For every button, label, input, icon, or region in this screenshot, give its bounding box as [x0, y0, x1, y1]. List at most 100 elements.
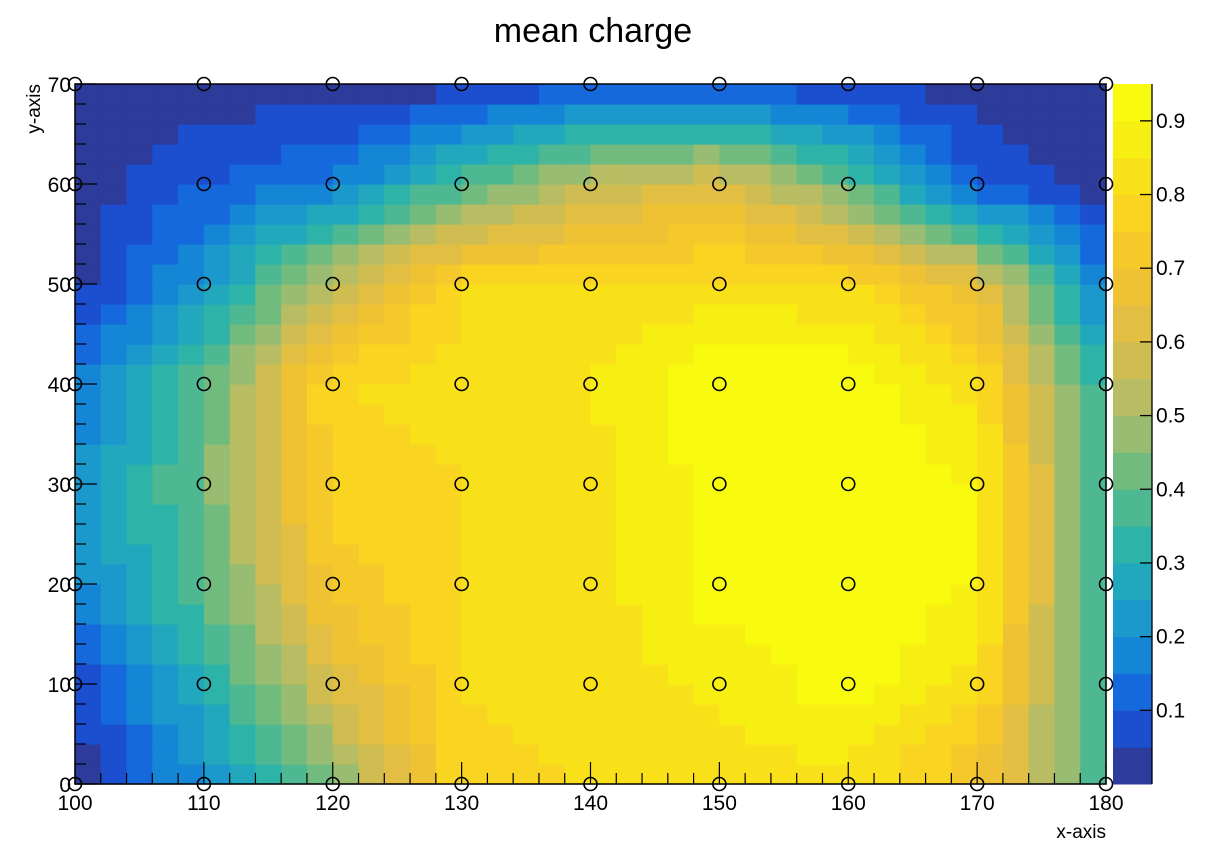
heatmap-cell: [1054, 184, 1081, 205]
data-point: [583, 376, 598, 392]
heatmap-cell: [590, 444, 617, 465]
heatmap-cell: [1002, 684, 1030, 705]
heatmap-cell: [461, 364, 488, 385]
heatmap-cell: [538, 764, 566, 785]
colorbar-tick-label: 0.5: [1156, 405, 1185, 428]
heatmap-cell: [642, 364, 669, 385]
heatmap-cell: [255, 124, 282, 145]
heatmap-cell: [461, 144, 488, 165]
heatmap-cell: [796, 544, 824, 565]
heatmap-cell: [281, 444, 308, 465]
heatmap-cell: [358, 764, 385, 785]
heatmap-cell: [848, 344, 875, 365]
data-point: [196, 776, 212, 792]
heatmap-cell: [1002, 504, 1030, 525]
data-point: [196, 476, 212, 492]
heatmap-cell: [642, 744, 669, 765]
heatmap-cell: [255, 104, 282, 125]
heatmap-cell: [564, 384, 592, 405]
heatmap-cell: [667, 604, 695, 625]
heatmap-cell: [513, 184, 540, 205]
data-point: [325, 176, 341, 192]
heatmap-cell: [75, 544, 102, 565]
heatmap-cell: [822, 384, 849, 405]
heatmap-cell: [461, 544, 488, 565]
heatmap-cell: [796, 664, 824, 685]
heatmap-cell: [281, 684, 308, 705]
heatmap-cell: [410, 264, 437, 285]
heatmap-cell: [358, 744, 385, 765]
heatmap-cell: [1080, 264, 1107, 285]
heatmap-cell: [306, 404, 334, 425]
heatmap-cell: [951, 344, 978, 365]
data-point: [1098, 776, 1114, 792]
heatmap-cell: [822, 624, 849, 645]
heatmap-cell: [564, 84, 592, 105]
heatmap-cell: [899, 184, 927, 205]
heatmap-cell: [178, 124, 205, 145]
heatmap-cell: [255, 404, 282, 425]
data-point: [67, 276, 83, 292]
heatmap-cell: [616, 84, 643, 105]
heatmap-cell: [229, 644, 257, 665]
heatmap-cell: [925, 584, 952, 605]
heatmap-cell: [126, 264, 153, 285]
heatmap-cell: [590, 764, 617, 785]
heatmap-cell: [1028, 444, 1056, 465]
heatmap-cell: [410, 624, 437, 645]
heatmap-cell: [951, 464, 978, 485]
heatmap-cell: [590, 464, 617, 485]
heatmap-cell: [384, 344, 411, 365]
data-point: [454, 476, 469, 492]
heatmap-cell: [410, 124, 437, 145]
heatmap-cell: [977, 464, 1004, 485]
x-tick-label: 140: [573, 792, 608, 815]
heatmap-cell: [126, 524, 153, 545]
heatmap-cell: [590, 744, 617, 765]
heatmap-cell: [332, 144, 360, 165]
heatmap-cell: [255, 244, 282, 265]
heatmap-cell: [770, 644, 798, 665]
heatmap-cell: [75, 604, 102, 625]
heatmap-cell: [874, 364, 901, 385]
heatmap-cell: [513, 284, 540, 305]
heatmap-cell: [487, 404, 514, 425]
heatmap-cell: [616, 404, 643, 425]
heatmap-cell: [745, 764, 772, 785]
data-point: [67, 576, 83, 592]
data-point: [67, 776, 83, 792]
heatmap-cell: [822, 484, 849, 505]
heatmap-cell: [384, 744, 411, 765]
heatmap-cell: [384, 444, 411, 465]
heatmap-cell: [100, 464, 128, 485]
heatmap-cell: [745, 104, 772, 125]
heatmap-cell: [358, 584, 385, 605]
heatmap-cell: [203, 764, 231, 785]
heatmap-cell: [951, 664, 978, 685]
heatmap-cell: [977, 164, 1004, 185]
heatmap-cell: [822, 664, 849, 685]
heatmap-cell: [126, 84, 153, 105]
heatmap-cell: [126, 104, 153, 125]
heatmap-cell: [384, 384, 411, 405]
heatmap-cell: [693, 304, 720, 325]
heatmap-cell: [487, 584, 514, 605]
heatmap-cell: [693, 224, 720, 245]
heatmap-cell: [590, 704, 617, 725]
heatmap-cell: [822, 604, 849, 625]
heatmap-cell: [590, 304, 617, 325]
colorbar-band: [1113, 452, 1152, 490]
heatmap-cell: [410, 344, 437, 365]
heatmap-cell: [616, 764, 643, 785]
data-point: [712, 676, 727, 692]
heatmap-cell: [642, 444, 669, 465]
heatmap-cell: [1002, 464, 1030, 485]
heatmap-cell: [126, 504, 153, 525]
heatmap-cell: [848, 524, 875, 545]
heatmap-cell: [75, 204, 102, 225]
heatmap-cell: [100, 424, 128, 445]
heatmap-cell: [642, 104, 669, 125]
heatmap-cell: [1028, 384, 1056, 405]
y-tick-label: 0: [59, 774, 71, 797]
heatmap-cell: [1028, 324, 1056, 345]
